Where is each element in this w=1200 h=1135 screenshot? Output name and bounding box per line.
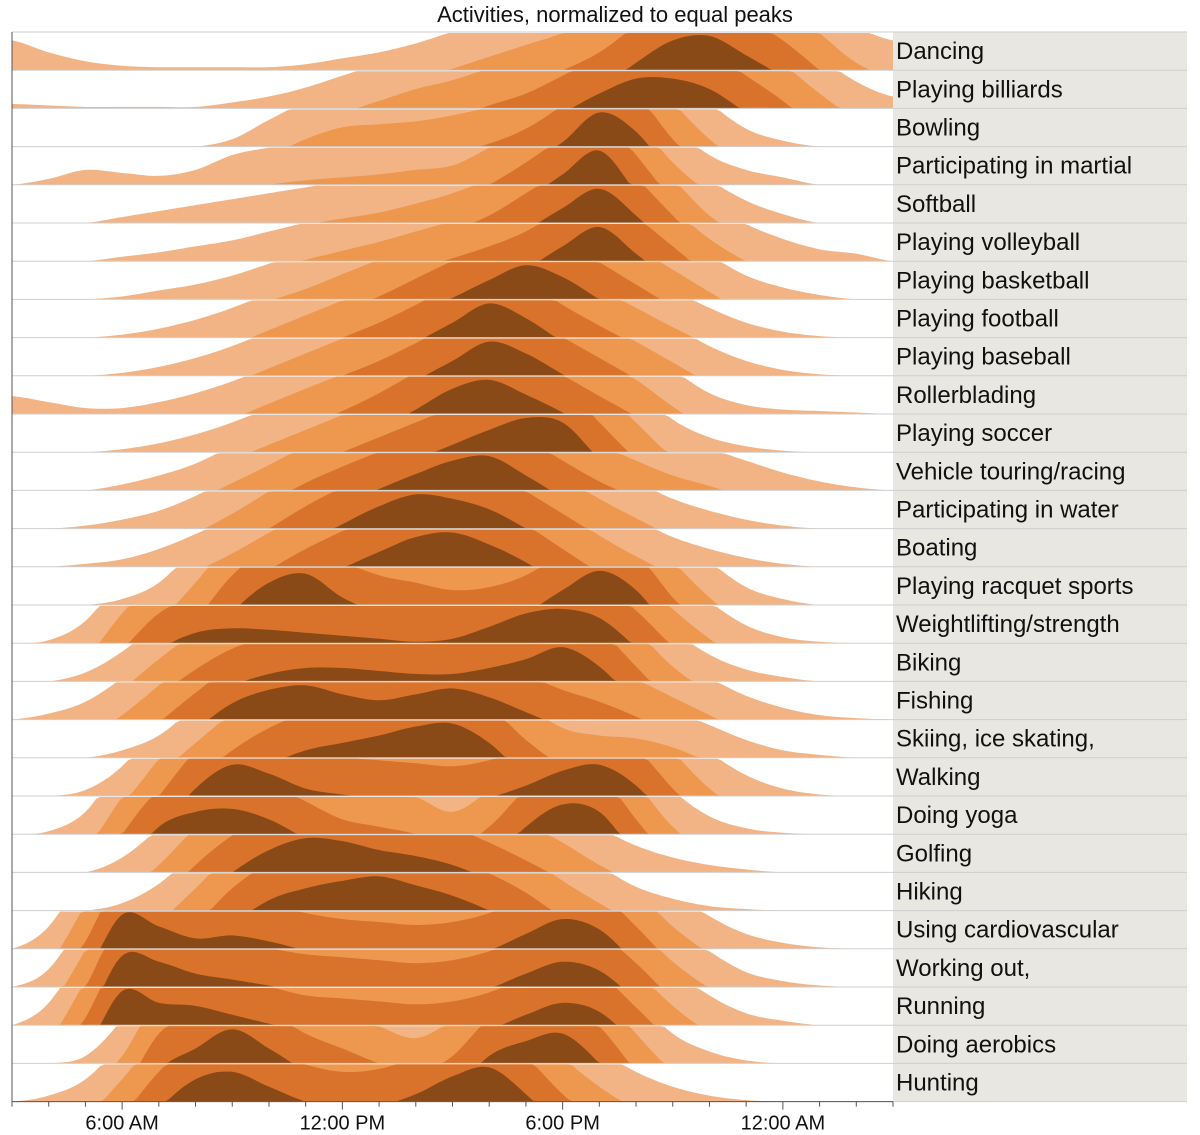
rows-layer: Dancing Playing billiards Bowling Participa… [12,31,1187,1103]
row-label: Softball [896,191,976,218]
row-label: Participating in martial [896,153,1132,180]
row-label: Skiing, ice skating, [896,726,1095,753]
horizon-band-4 [12,77,893,109]
row-label: Dancing [896,38,984,65]
row-biking: Biking [12,642,1187,682]
horizon-band-4 [12,764,893,796]
horizon-band-4 [12,1066,893,1102]
chart-title: Activities, normalized to equal peaks [437,2,793,27]
row-label: Playing racquet sports [896,573,1133,600]
row-label: Running [896,993,985,1020]
row-label: Vehicle touring/racing [896,458,1125,485]
row-label: Walking [896,764,980,791]
row-label: Boating [896,535,977,562]
row-label: Using cardiovascular [896,917,1119,944]
row-rollerblading: Rollerblading [12,375,1187,414]
row-label: Rollerblading [896,382,1036,409]
row-working-out: Working out, [12,948,1187,987]
row-label: Playing volleyball [896,229,1080,256]
row-playing-baseball: Playing baseball [12,337,1187,376]
row-label: Fishing [896,688,973,715]
row-label: Playing basketball [896,267,1089,294]
row-boating: Boating [12,528,1187,567]
row-label: Bowling [896,115,980,142]
horizon-band-4 [12,35,893,71]
row-label: Doing yoga [896,802,1018,829]
horizon-band-4 [12,685,893,720]
horizon-band-4 [12,608,893,644]
horizon-band-3 [12,949,893,987]
horizon-band-3 [12,415,893,453]
row-label: Doing aerobics [896,1031,1056,1058]
horizon-band-3 [12,873,893,911]
horizon-band-4 [12,341,893,376]
x-tick-label: 6:00 AM [85,1113,158,1135]
row-playing-billiards: Playing billiards [12,69,1187,109]
horizon-band-3 [12,338,893,376]
horizon-band-4 [12,803,893,835]
horizon-band-4 [12,455,893,491]
horizon-band-2 [12,147,893,185]
horizon-band-4 [12,417,893,453]
row-label: Playing soccer [896,420,1052,447]
row-label: Participating in water [896,497,1119,524]
row-weightlifting-strength: Weightlifting/strength [12,604,1187,644]
row-hiking: Hiking [12,871,1187,911]
row-label: Playing football [896,306,1059,333]
row-playing-soccer: Playing soccer [12,413,1187,453]
row-playing-basketball: Playing basketball [12,260,1187,300]
horizon-band-2 [12,185,893,223]
row-softball: Softball [12,184,1187,223]
horizon-band-3 [12,300,893,338]
row-vehicle-touring-racing: Vehicle touring/racing [12,451,1187,491]
row-label: Golfing [896,840,972,867]
row-golfing: Golfing [12,833,1187,873]
horizon-band-4 [12,837,893,873]
horizon-band-3 [12,567,893,605]
x-axis: 6:00 AM 12:00 PM 6:00 PM 12:00 AM [11,32,894,1135]
x-tick-label: 12:00 PM [300,1113,386,1135]
row-skiing-ice-skating: Skiing, ice skating, [12,719,1187,758]
row-bowling: Bowling [12,107,1187,147]
row-participating-in-martial: Participating in martial [12,146,1187,185]
horizon-band-4 [12,912,893,949]
horizon-band-4 [12,647,893,682]
horizon-band-4 [12,1029,893,1064]
horizon-band-4 [12,876,893,911]
row-walking: Walking [12,757,1187,796]
row-participating-in-water: Participating in water [12,489,1187,529]
row-playing-volleyball: Playing volleyball [12,222,1187,262]
row-label: Playing billiards [896,76,1063,103]
row-label: Hiking [896,879,963,906]
horizon-band-4 [12,494,893,529]
row-label: Weightlifting/strength [896,611,1120,638]
row-doing-aerobics: Doing aerobics [12,1024,1187,1064]
row-playing-football: Playing football [12,298,1187,338]
x-tick-label: 6:00 PM [525,1113,599,1135]
row-using-cardiovascular: Using cardiovascular [12,910,1187,949]
horizon-band-4 [12,988,893,1026]
row-label: Playing baseball [896,344,1071,371]
x-tick-label: 12:00 AM [741,1113,826,1135]
row-hunting: Hunting [12,1062,1187,1102]
horizon-band-4 [12,379,893,414]
row-label: Hunting [896,1070,979,1097]
row-label: Biking [896,649,961,676]
row-playing-racquet-sports: Playing racquet sports [12,566,1187,605]
horizon-band-3 [12,835,893,873]
row-running: Running [12,986,1187,1026]
row-label: Working out, [896,955,1030,982]
row-dancing: Dancing [12,31,1187,71]
row-fishing: Fishing [12,680,1187,720]
horizon-band-3 [12,262,893,300]
horizon-band-4 [12,303,893,338]
horizon-band-4 [12,722,893,758]
horizon-band-2 [12,109,893,147]
row-doing-yoga: Doing yoga [12,795,1187,835]
horizon-band-4 [12,532,893,567]
horizon-band-3 [12,224,893,262]
horizon-band-3 [12,644,893,682]
